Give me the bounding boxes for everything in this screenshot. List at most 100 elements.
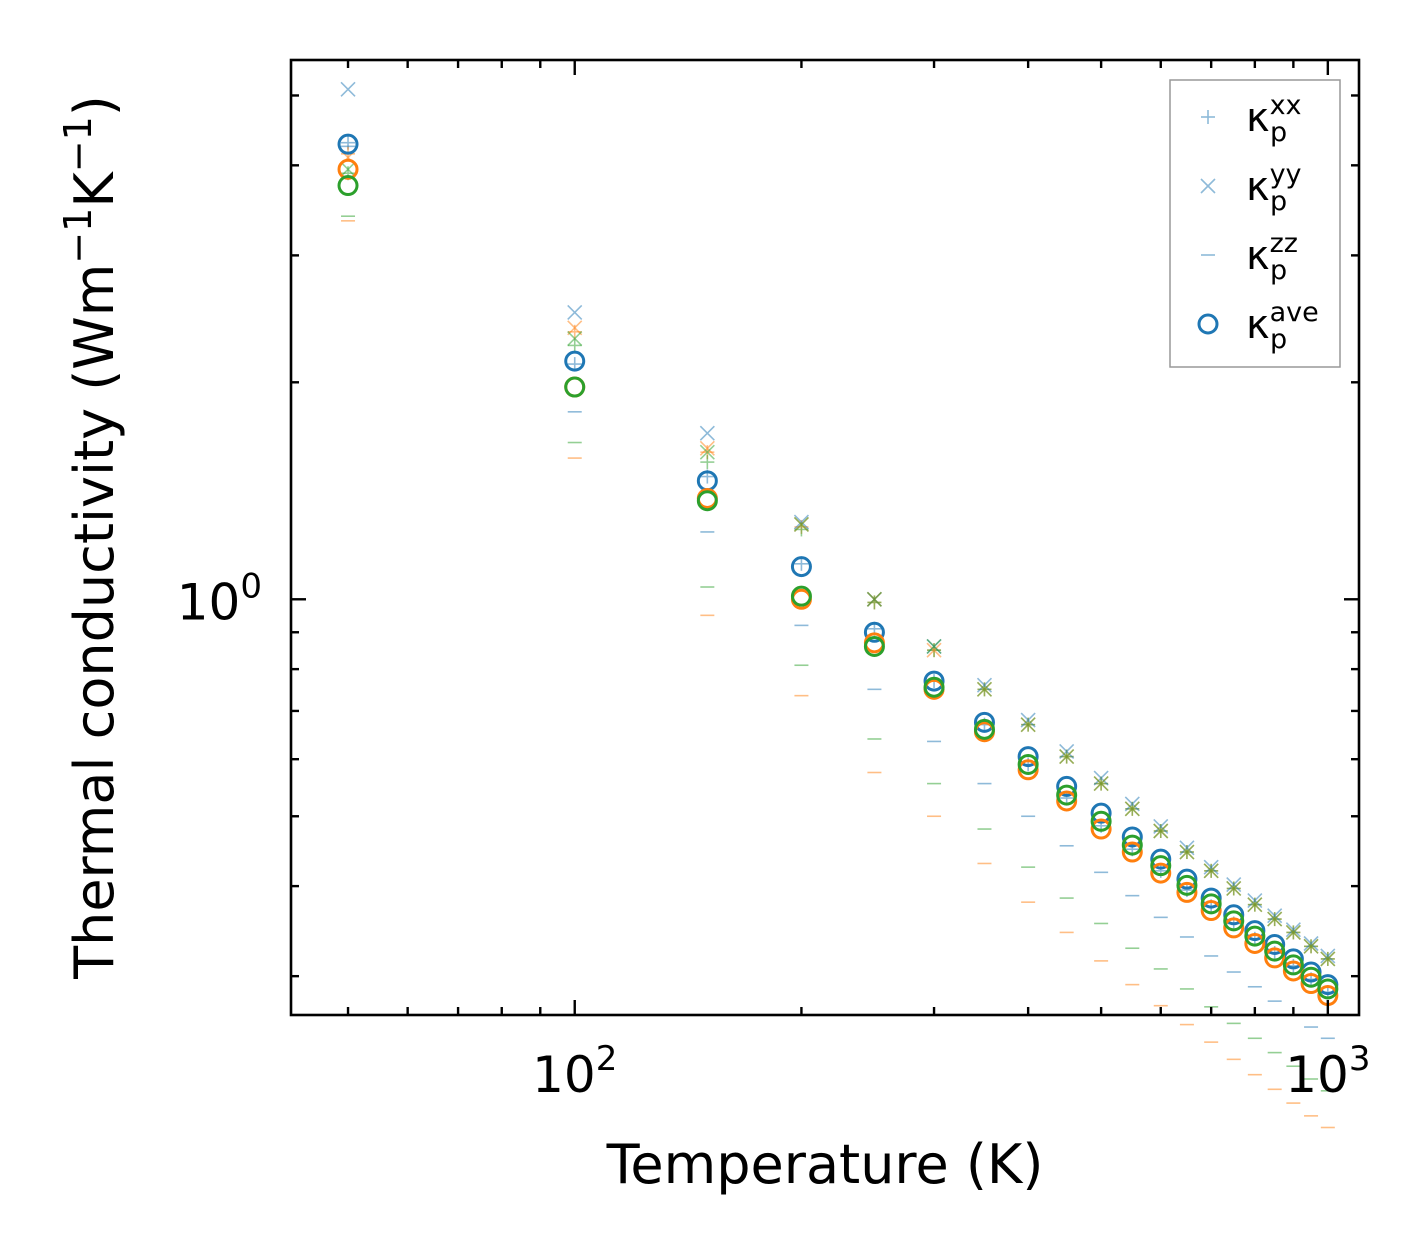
tick-labels: 102 103 100	[177, 566, 1371, 1104]
point-green-ave	[1150, 855, 1172, 877]
point-green-ave	[1017, 753, 1039, 775]
point-orange-yy	[926, 642, 942, 658]
point-orange-ave	[1244, 932, 1266, 954]
y-axis-label-exp2: −1	[56, 116, 100, 172]
legend-marker-circle	[1197, 313, 1219, 335]
x-tick-label: 102	[532, 1039, 617, 1104]
point-blue-yy	[1124, 796, 1140, 812]
point-blue-ave	[790, 556, 812, 578]
point-green-yy	[1179, 844, 1195, 860]
point-green-ave	[1300, 966, 1322, 988]
point-green-ave	[790, 585, 812, 607]
point-green-yy	[699, 444, 715, 460]
y-axis-label-mid: K	[63, 171, 126, 208]
point-green-yy	[1247, 897, 1263, 913]
point-green-yy	[1203, 863, 1219, 879]
point-blue-ave	[923, 670, 945, 692]
point-green-ave	[1176, 874, 1198, 896]
legend-label-yy: κyy p	[1246, 159, 1302, 217]
point-orange-ave	[1121, 841, 1143, 863]
point-blue-ave	[1176, 868, 1198, 890]
point-green-yy	[567, 330, 583, 347]
y-axis-label-exp1: −1	[56, 208, 100, 264]
y-tick-label: 100	[177, 566, 262, 631]
point-orange-yy	[567, 320, 583, 336]
point-blue-ave	[973, 711, 995, 733]
point-orange-ave	[1090, 818, 1112, 840]
legend-label-ave: κave p	[1246, 297, 1319, 355]
point-blue-yy	[1153, 818, 1169, 835]
point-green-ave	[863, 635, 885, 657]
point-green-ave	[1244, 925, 1266, 947]
point-blue-yy	[1303, 935, 1319, 952]
point-blue-yy	[699, 425, 715, 441]
point-blue-yy	[1226, 876, 1242, 893]
point-green-yy	[866, 591, 882, 607]
point-green-yy	[1320, 951, 1336, 967]
point-blue-yy	[1320, 948, 1336, 964]
point-orange-ave	[1223, 917, 1245, 939]
point-green-ave	[564, 376, 586, 398]
point-green-ave	[1264, 940, 1286, 962]
point-orange-ave	[1056, 790, 1078, 812]
point-blue-ave	[1090, 802, 1112, 824]
y-axis-label-main: Thermal conductivity (Wm	[63, 264, 126, 980]
point-blue-ave	[1200, 887, 1222, 909]
point-blue-yy	[1020, 712, 1036, 728]
point-green-ave	[1056, 784, 1078, 806]
point-green-yy	[1059, 749, 1075, 765]
legend-label-zz: κzz p	[1246, 228, 1298, 286]
plot-frame	[289, 58, 1361, 1017]
x-axis-label: Temperature (K)	[606, 1133, 1044, 1196]
y-axis-label-end: )	[63, 95, 126, 116]
point-green-xx	[700, 455, 715, 470]
point-blue-ave	[564, 350, 586, 372]
point-orange-yy	[699, 440, 715, 456]
point-blue-yy	[1267, 908, 1283, 924]
point-orange-ave	[1282, 960, 1304, 982]
point-blue-yy	[1247, 892, 1263, 909]
point-green-yy	[1267, 911, 1283, 927]
point-blue-yy	[1093, 770, 1109, 786]
x-tick-label: 103	[1285, 1039, 1370, 1104]
point-orange-ave	[1176, 881, 1198, 903]
axis-ticks	[291, 60, 1359, 1015]
point-blue-ave	[1244, 920, 1266, 942]
legend-label-xx: κxx p	[1246, 90, 1302, 148]
point-blue-yy	[340, 81, 356, 97]
point-orange-ave	[1264, 947, 1286, 969]
legend: κxx p κyy p κzz p κave p	[1169, 79, 1341, 368]
point-blue-ave	[1017, 746, 1039, 768]
point-blue-yy	[1285, 922, 1301, 938]
point-green-ave	[1090, 810, 1112, 832]
point-green-ave	[1121, 834, 1143, 856]
point-blue-ave	[337, 133, 359, 155]
point-blue-yy	[1203, 859, 1219, 875]
point-green-xx	[567, 338, 582, 353]
point-blue-yy	[1059, 743, 1075, 760]
data-marks	[337, 81, 1339, 1129]
point-orange-ave	[337, 158, 359, 180]
point-green-ave	[973, 718, 995, 740]
point-green-ave	[923, 676, 945, 698]
point-blue-ave	[863, 621, 885, 643]
point-blue-yy	[1179, 840, 1195, 856]
point-blue-yy	[793, 514, 810, 530]
legend-box	[1169, 79, 1341, 368]
point-green-yy	[1093, 776, 1109, 792]
point-green-ave	[696, 490, 718, 512]
point-green-ave	[1200, 893, 1222, 915]
point-blue-ave	[1056, 775, 1078, 797]
point-green-yy	[793, 516, 810, 533]
point-blue-ave	[1264, 933, 1286, 955]
point-green-yy	[1020, 717, 1036, 733]
point-green-ave	[1317, 978, 1339, 1000]
legend-marker-cross	[1200, 178, 1216, 194]
point-green-yy	[1285, 924, 1301, 940]
point-green-ave	[1223, 910, 1245, 932]
point-green-yy	[1124, 801, 1140, 817]
point-green-yy	[1303, 938, 1319, 954]
point-orange-ave	[1150, 862, 1172, 884]
point-blue-xx	[794, 556, 809, 571]
